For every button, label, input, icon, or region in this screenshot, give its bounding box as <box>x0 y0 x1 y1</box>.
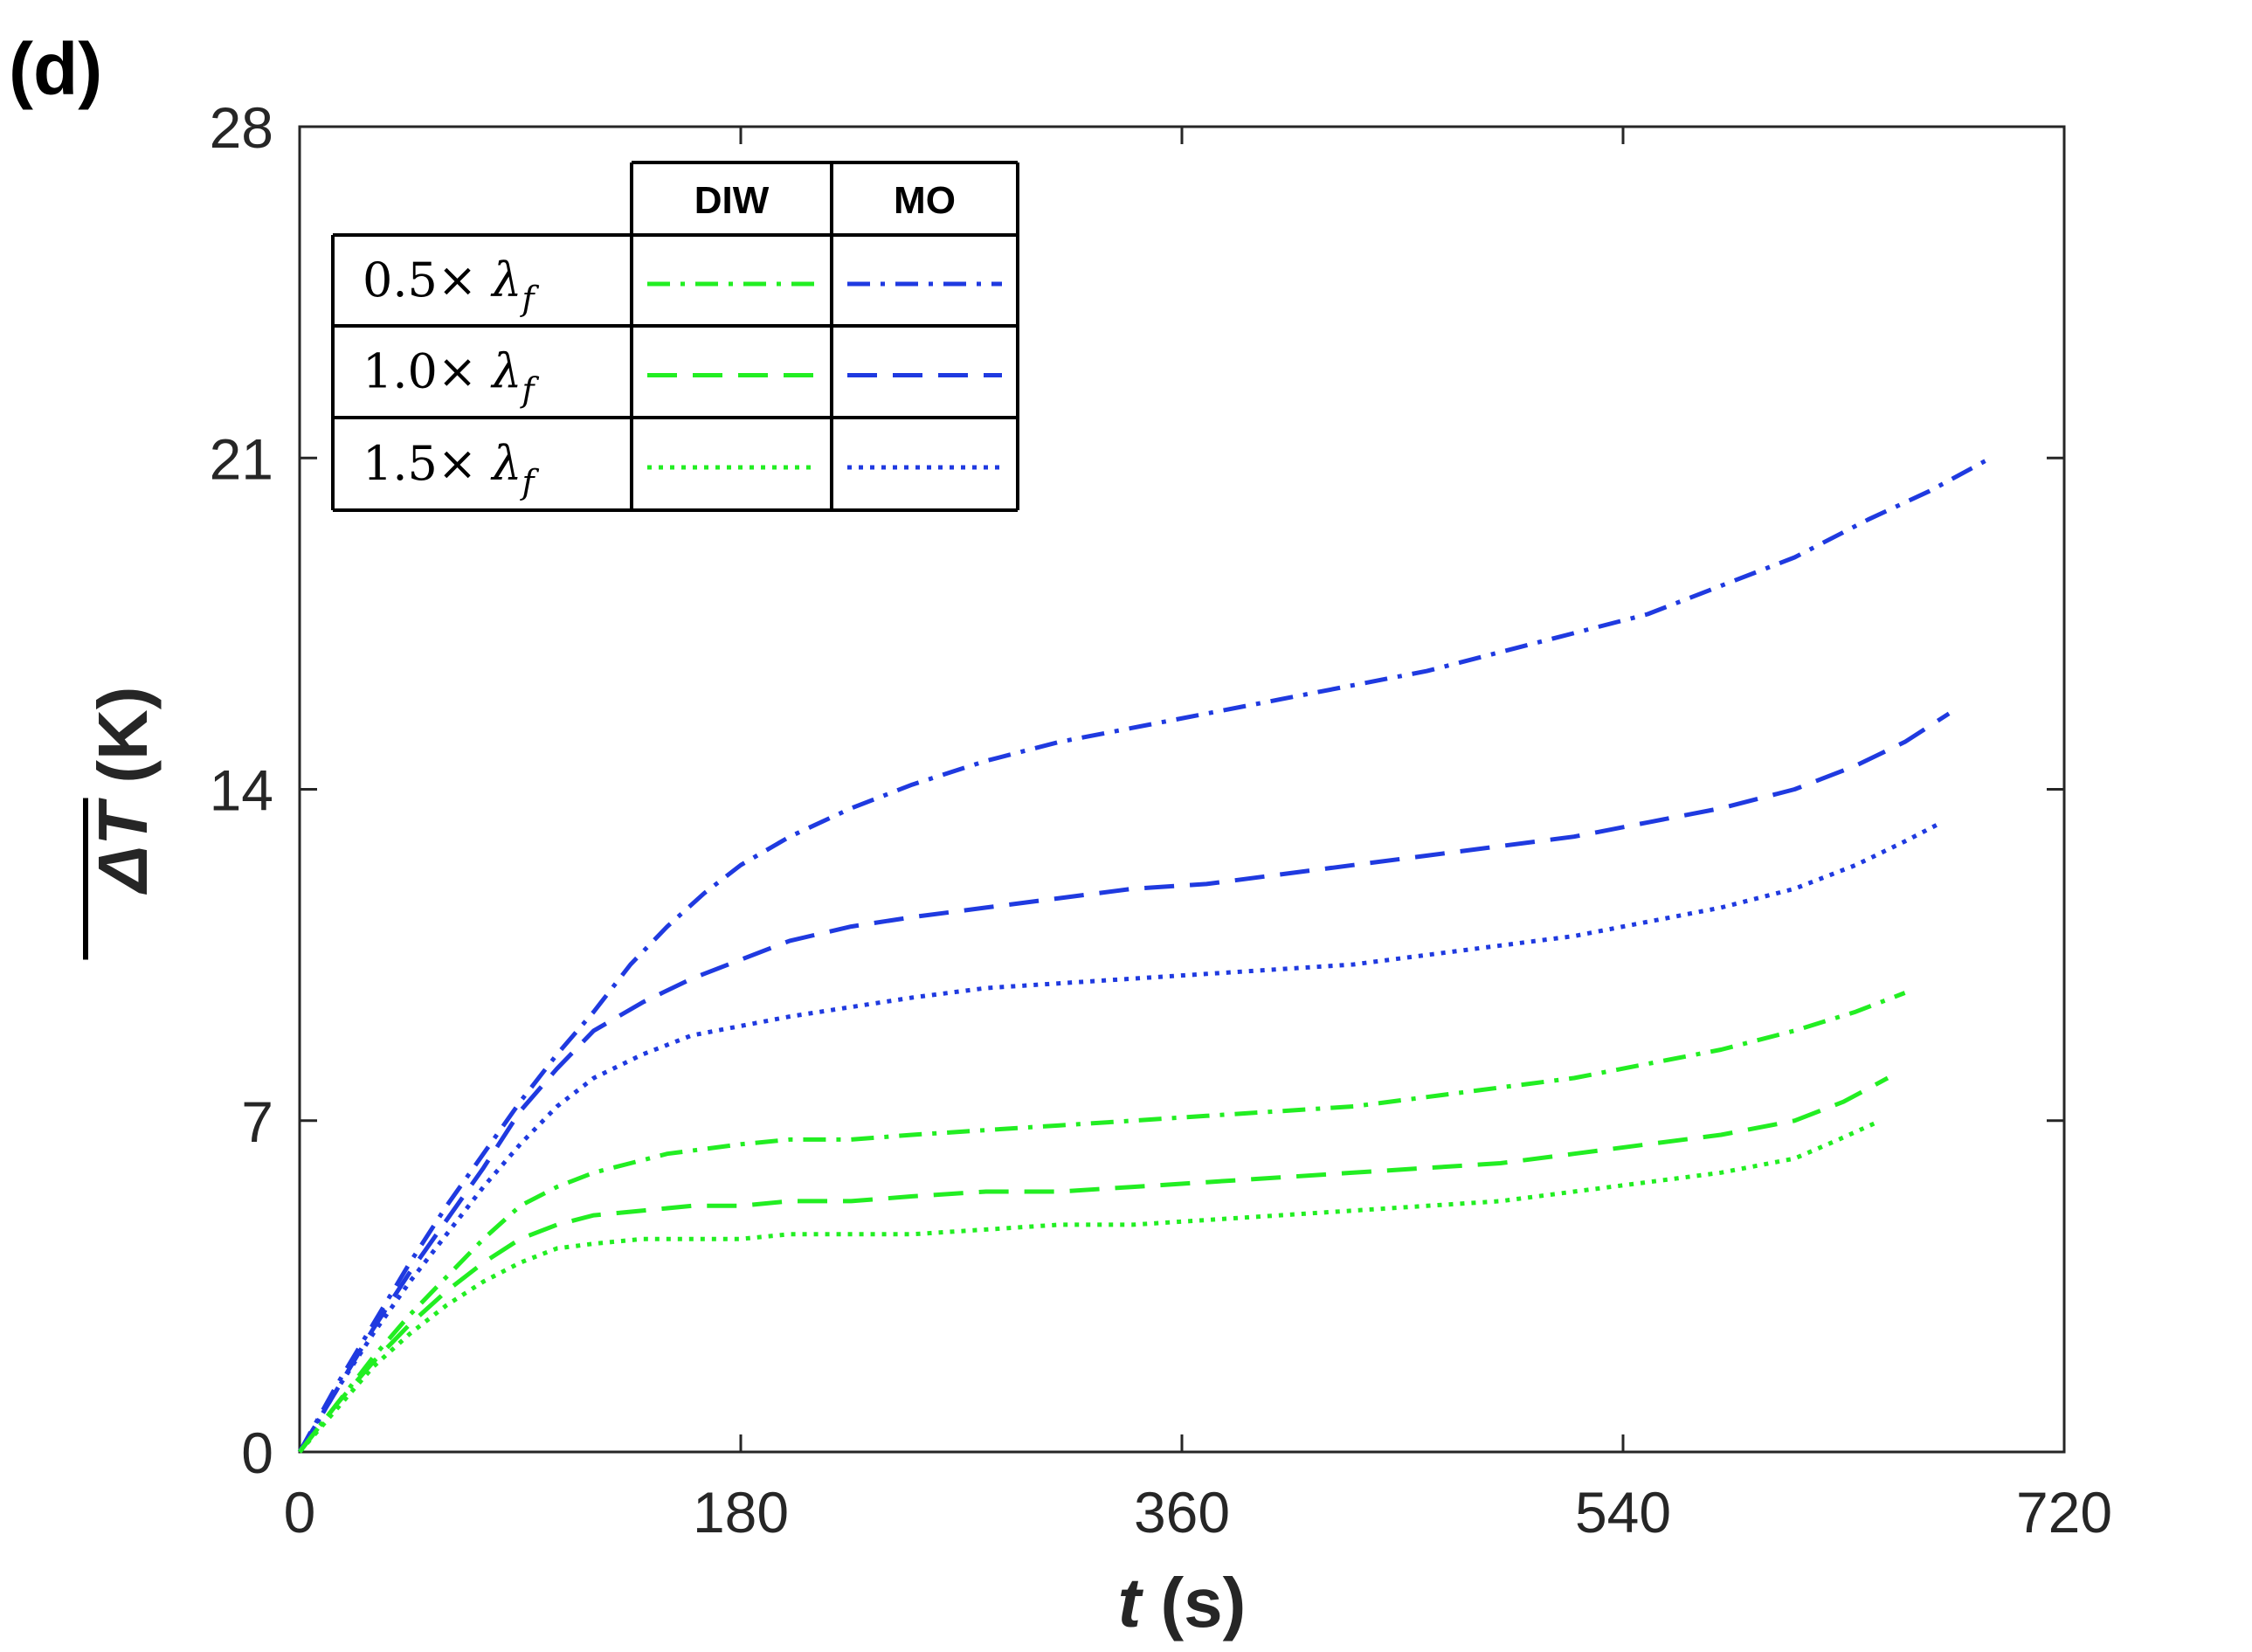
x-tick-label: 0 <box>284 1480 316 1545</box>
y-tick-label: 7 <box>241 1089 273 1154</box>
y-tick-label: 14 <box>210 758 273 823</box>
y-axis-title: ΔT (K) <box>83 687 162 960</box>
series-line-mo-dashdot <box>297 456 1992 1454</box>
x-axis-title: t (s) <box>1118 1564 1247 1642</box>
legend-header-mo: MO <box>894 179 956 222</box>
series-line-mo-dot <box>297 820 1943 1454</box>
x-tick-label: 720 <box>2016 1480 2112 1545</box>
y-tick-label: 21 <box>210 426 273 491</box>
series-line-diw-dot <box>298 1118 1882 1454</box>
panel-label: (d) <box>9 28 102 110</box>
x-tick-label: 360 <box>1134 1480 1230 1545</box>
y-tick-labels: 0 7 14 21 28 <box>210 95 273 1485</box>
x-axis-unit: (s) <box>1141 1564 1246 1642</box>
legend-row-label: 0.5× λf <box>363 252 540 318</box>
series-lines <box>297 456 1992 1454</box>
x-tick-labels: 0 180 360 540 720 <box>284 1480 2112 1545</box>
legend-row-label: 1.5× λf <box>363 436 540 501</box>
legend-row-label: 1.0× λf <box>363 344 540 410</box>
series-line-diw-dashdot <box>298 991 1906 1454</box>
legend-header-diw: DIW <box>694 179 770 222</box>
y-tick-label: 0 <box>241 1420 273 1485</box>
x-tick-label: 180 <box>693 1480 789 1545</box>
y-axis-var: ΔT <box>84 798 162 895</box>
x-tick-label: 540 <box>1575 1480 1671 1545</box>
legend-table: DIW MO 0.5× λf 1.0× λf 1.5× λf <box>331 161 1019 512</box>
series-line-diw-dash <box>298 1075 1889 1454</box>
tick-marks <box>298 125 2066 1454</box>
plot-area <box>297 125 2066 1454</box>
y-tick-label: 28 <box>210 95 273 160</box>
svg-text:ΔT (K): ΔT (K) <box>84 687 162 895</box>
y-axis-unit: (K) <box>84 687 162 803</box>
x-axis-var: t <box>1118 1564 1144 1642</box>
series-line-mo-dash <box>297 711 1951 1454</box>
